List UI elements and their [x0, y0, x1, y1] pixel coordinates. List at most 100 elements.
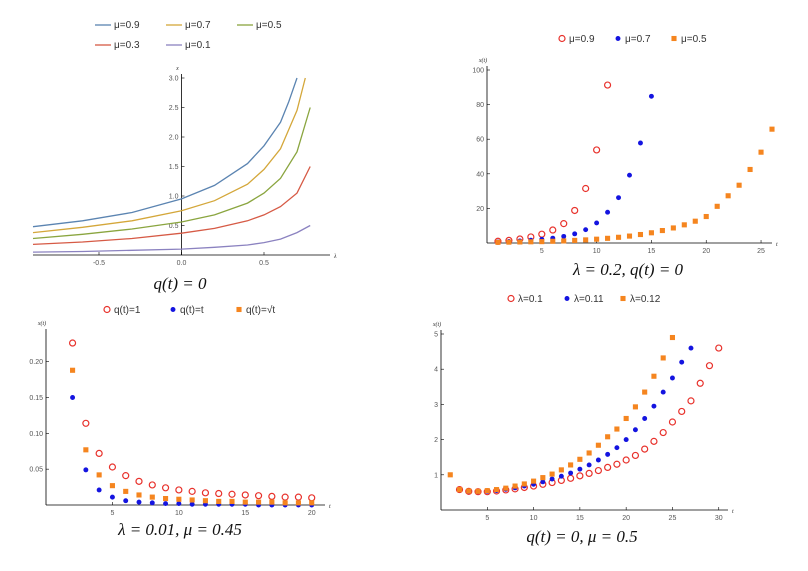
- data-point: [282, 500, 288, 506]
- data-point: [254, 492, 263, 500]
- data-point: [136, 492, 142, 498]
- data-point: [769, 126, 775, 132]
- data-point: [577, 466, 583, 472]
- y-tick-label: 100: [472, 68, 484, 75]
- data-point: [627, 172, 632, 178]
- data-point: [83, 447, 89, 453]
- data-point: [650, 437, 658, 445]
- data-point: [568, 470, 574, 476]
- data-point: [149, 494, 155, 500]
- data-point: [660, 389, 666, 395]
- data-point: [736, 182, 742, 188]
- legend-swatch: [615, 36, 621, 41]
- data-point: [474, 488, 482, 496]
- x-tick-label: 20: [622, 515, 630, 522]
- y-tick-label: 40: [476, 171, 484, 178]
- data-point: [70, 395, 76, 400]
- data-point: [550, 238, 556, 244]
- data-point: [123, 488, 129, 494]
- legend-item: μ=0.3: [95, 40, 140, 51]
- series-4: [32, 166, 311, 246]
- data-point: [595, 457, 601, 463]
- data-point: [595, 442, 601, 448]
- data-point: [68, 339, 77, 347]
- x-axis-title: t: [329, 504, 331, 510]
- data-point: [603, 81, 612, 89]
- series-1: [32, 77, 298, 228]
- series-5: [32, 224, 311, 253]
- legend-swatch: [671, 35, 677, 42]
- chart-panel-4: 5 10 15 20 25 30 1 2 3 4 5 t x(t) λ=0.1 λ=0.11 λ=0.12 q(…: [432, 294, 734, 546]
- series-line: [32, 166, 311, 246]
- data-point: [539, 239, 545, 245]
- data-point: [631, 451, 640, 460]
- series-3: [70, 367, 315, 506]
- y-tick-label: 0.15: [29, 395, 43, 402]
- data-point: [561, 233, 567, 239]
- data-point: [558, 467, 564, 473]
- y-axis-title: x(t): [478, 57, 487, 64]
- y-tick-label: 80: [476, 102, 484, 109]
- legend-item: q(t)=√t: [236, 304, 275, 316]
- data-point: [651, 403, 657, 409]
- x-tick-label: 0.5: [259, 260, 269, 267]
- x-tick-label: 15: [241, 510, 249, 517]
- chart-caption: λ = 0.01, μ = 0.45: [117, 520, 242, 539]
- data-point: [670, 225, 676, 231]
- data-point: [572, 231, 578, 237]
- series-2: [70, 395, 315, 508]
- data-point: [70, 367, 76, 373]
- y-tick-label: 0.20: [29, 359, 43, 366]
- data-point: [202, 498, 208, 504]
- data-point: [585, 469, 593, 477]
- data-point: [622, 456, 630, 464]
- data-point: [123, 498, 129, 504]
- data-point: [659, 227, 665, 234]
- data-point: [269, 499, 275, 505]
- data-point: [149, 500, 155, 506]
- data-point: [465, 487, 473, 495]
- x-tick-label: 10: [530, 515, 538, 522]
- data-point: [705, 362, 714, 370]
- data-point: [605, 209, 611, 215]
- data-point: [605, 235, 611, 241]
- legend-label: λ=0.11: [574, 294, 604, 305]
- data-point: [605, 434, 611, 440]
- data-point: [176, 501, 182, 507]
- y-tick-label: 1.5: [169, 164, 179, 171]
- x-tick-label: 20: [702, 248, 710, 255]
- data-point: [571, 206, 579, 215]
- series-line: [32, 107, 311, 240]
- x-tick-label: -0.5: [93, 260, 105, 267]
- data-point: [189, 497, 195, 503]
- data-point: [256, 499, 262, 505]
- series-2: [495, 93, 654, 245]
- data-point: [586, 450, 592, 456]
- data-point: [122, 472, 130, 480]
- legend-label: μ=0.9: [569, 34, 595, 45]
- data-point: [576, 472, 584, 480]
- data-point: [228, 490, 236, 498]
- y-tick-label: 1.0: [169, 194, 179, 201]
- legend-label: μ=0.3: [114, 40, 140, 51]
- data-point: [549, 226, 557, 234]
- data-point: [95, 449, 103, 457]
- data-point: [593, 146, 601, 154]
- data-point: [623, 437, 629, 443]
- data-point: [540, 479, 546, 485]
- x-tick-label: 10: [593, 248, 601, 255]
- data-point: [241, 491, 249, 499]
- y-tick-label: 20: [476, 206, 484, 213]
- data-point: [561, 238, 567, 244]
- series-2: [32, 77, 306, 234]
- legend-swatch: [236, 306, 242, 313]
- data-point: [687, 397, 695, 405]
- data-point: [648, 230, 654, 236]
- data-point: [447, 472, 453, 478]
- data-point: [540, 475, 546, 481]
- series-1: [68, 339, 316, 502]
- y-tick-label: 3: [434, 402, 438, 409]
- data-point: [495, 239, 501, 245]
- data-point: [109, 483, 115, 489]
